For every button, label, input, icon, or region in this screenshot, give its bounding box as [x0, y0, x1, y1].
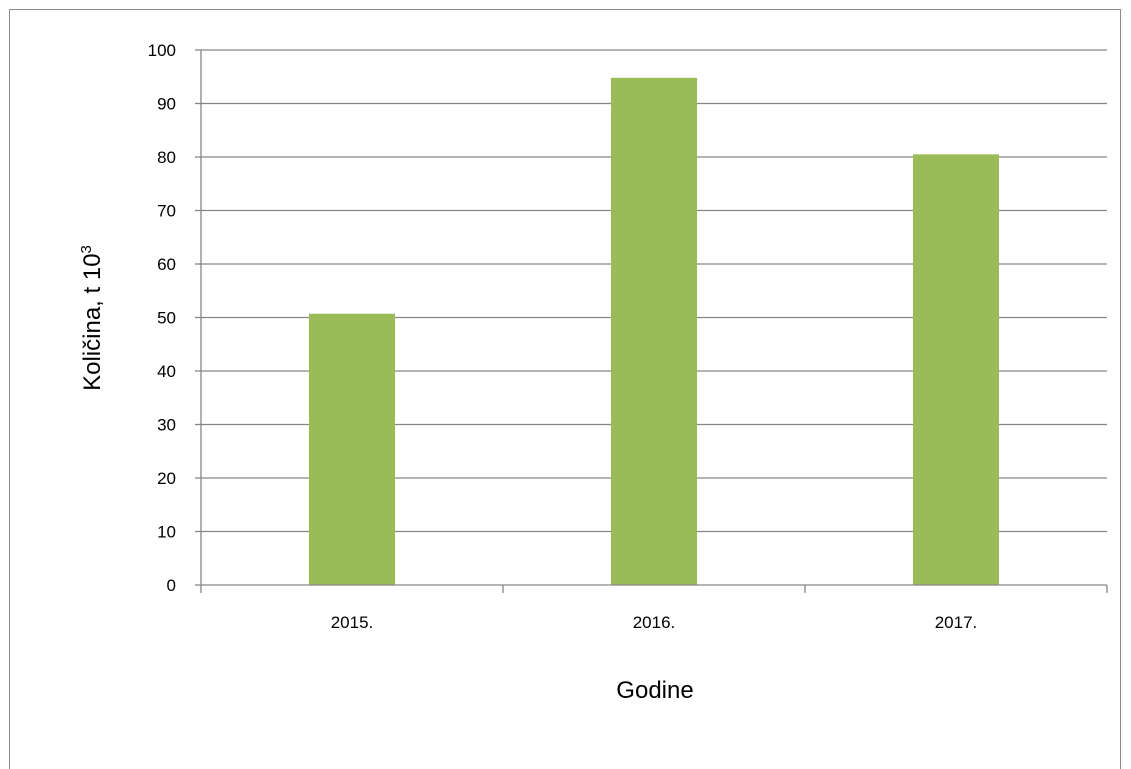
- y-tick-label: 60: [157, 255, 176, 274]
- y-tick-label: 0: [167, 576, 176, 595]
- bar: [610, 77, 698, 585]
- chart-frame: [9, 9, 1121, 769]
- y-tick-label: 10: [157, 523, 176, 542]
- x-axis-title: Godine: [616, 677, 693, 704]
- bar: [912, 154, 1000, 585]
- y-tick-label: 90: [157, 95, 176, 114]
- y-tick-label: 100: [148, 41, 176, 60]
- y-axis-title-superscript: 3: [78, 245, 95, 253]
- x-tick-label: 2016.: [633, 613, 676, 632]
- axes: [195, 49, 1108, 593]
- x-tick-label: 2015.: [331, 613, 374, 632]
- y-tick-label: 50: [157, 309, 176, 328]
- y-axis-title-main: Količina, t 10: [79, 253, 106, 390]
- y-axis-title: Količina, t 103: [78, 245, 106, 391]
- bars: [308, 77, 1000, 585]
- x-tick-label: 2017.: [935, 613, 978, 632]
- y-tick-label: 70: [157, 202, 176, 221]
- y-tick-label: 80: [157, 148, 176, 167]
- labels: 0 10 20 30 40 50 60 70 80 90 100 2015. 2016. 2017.: [148, 41, 978, 632]
- y-tick-label: 30: [157, 416, 176, 435]
- y-tick-label: 40: [157, 362, 176, 381]
- bar: [308, 313, 396, 585]
- y-tick-label: 20: [157, 469, 176, 488]
